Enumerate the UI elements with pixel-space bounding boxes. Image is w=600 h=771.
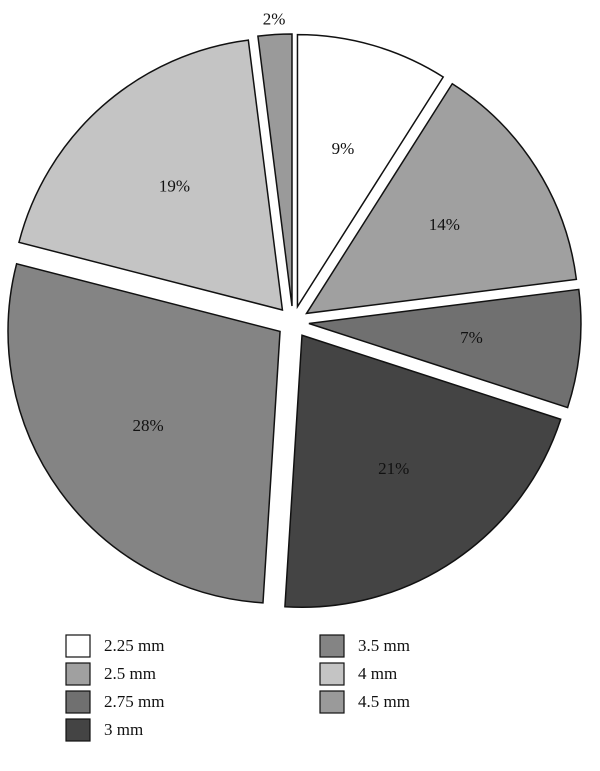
legend-swatch <box>65 662 91 686</box>
slice-label: 14% <box>429 215 460 234</box>
pie-slice <box>308 288 582 409</box>
legend-swatch <box>65 690 91 714</box>
pie-slice <box>257 33 293 307</box>
legend-swatch <box>319 662 345 686</box>
legend-label: 4.5 mm <box>358 692 410 711</box>
legend-label: 4 mm <box>358 664 397 683</box>
legend-label: 3 mm <box>104 720 143 739</box>
slice-label: 21% <box>378 459 409 478</box>
slice-label: 28% <box>132 416 163 435</box>
legend-swatch <box>65 718 91 742</box>
slice-label: 19% <box>159 176 190 195</box>
pie-slice <box>296 33 445 310</box>
slice-label: 2% <box>263 10 286 29</box>
slice-label: 9% <box>332 139 355 158</box>
legend-swatch <box>319 690 345 714</box>
legend-swatch <box>319 634 345 658</box>
pie-slice <box>7 262 281 604</box>
legend-label: 3.5 mm <box>358 636 410 655</box>
slice-label: 7% <box>460 328 483 347</box>
pie-slice <box>18 39 284 311</box>
legend-label: 2.5 mm <box>104 664 156 683</box>
pie-slice <box>284 334 562 608</box>
pie-slice <box>305 82 578 315</box>
legend-swatch <box>65 634 91 658</box>
legend-label: 2.75 mm <box>104 692 164 711</box>
legend-label: 2.25 mm <box>104 636 164 655</box>
